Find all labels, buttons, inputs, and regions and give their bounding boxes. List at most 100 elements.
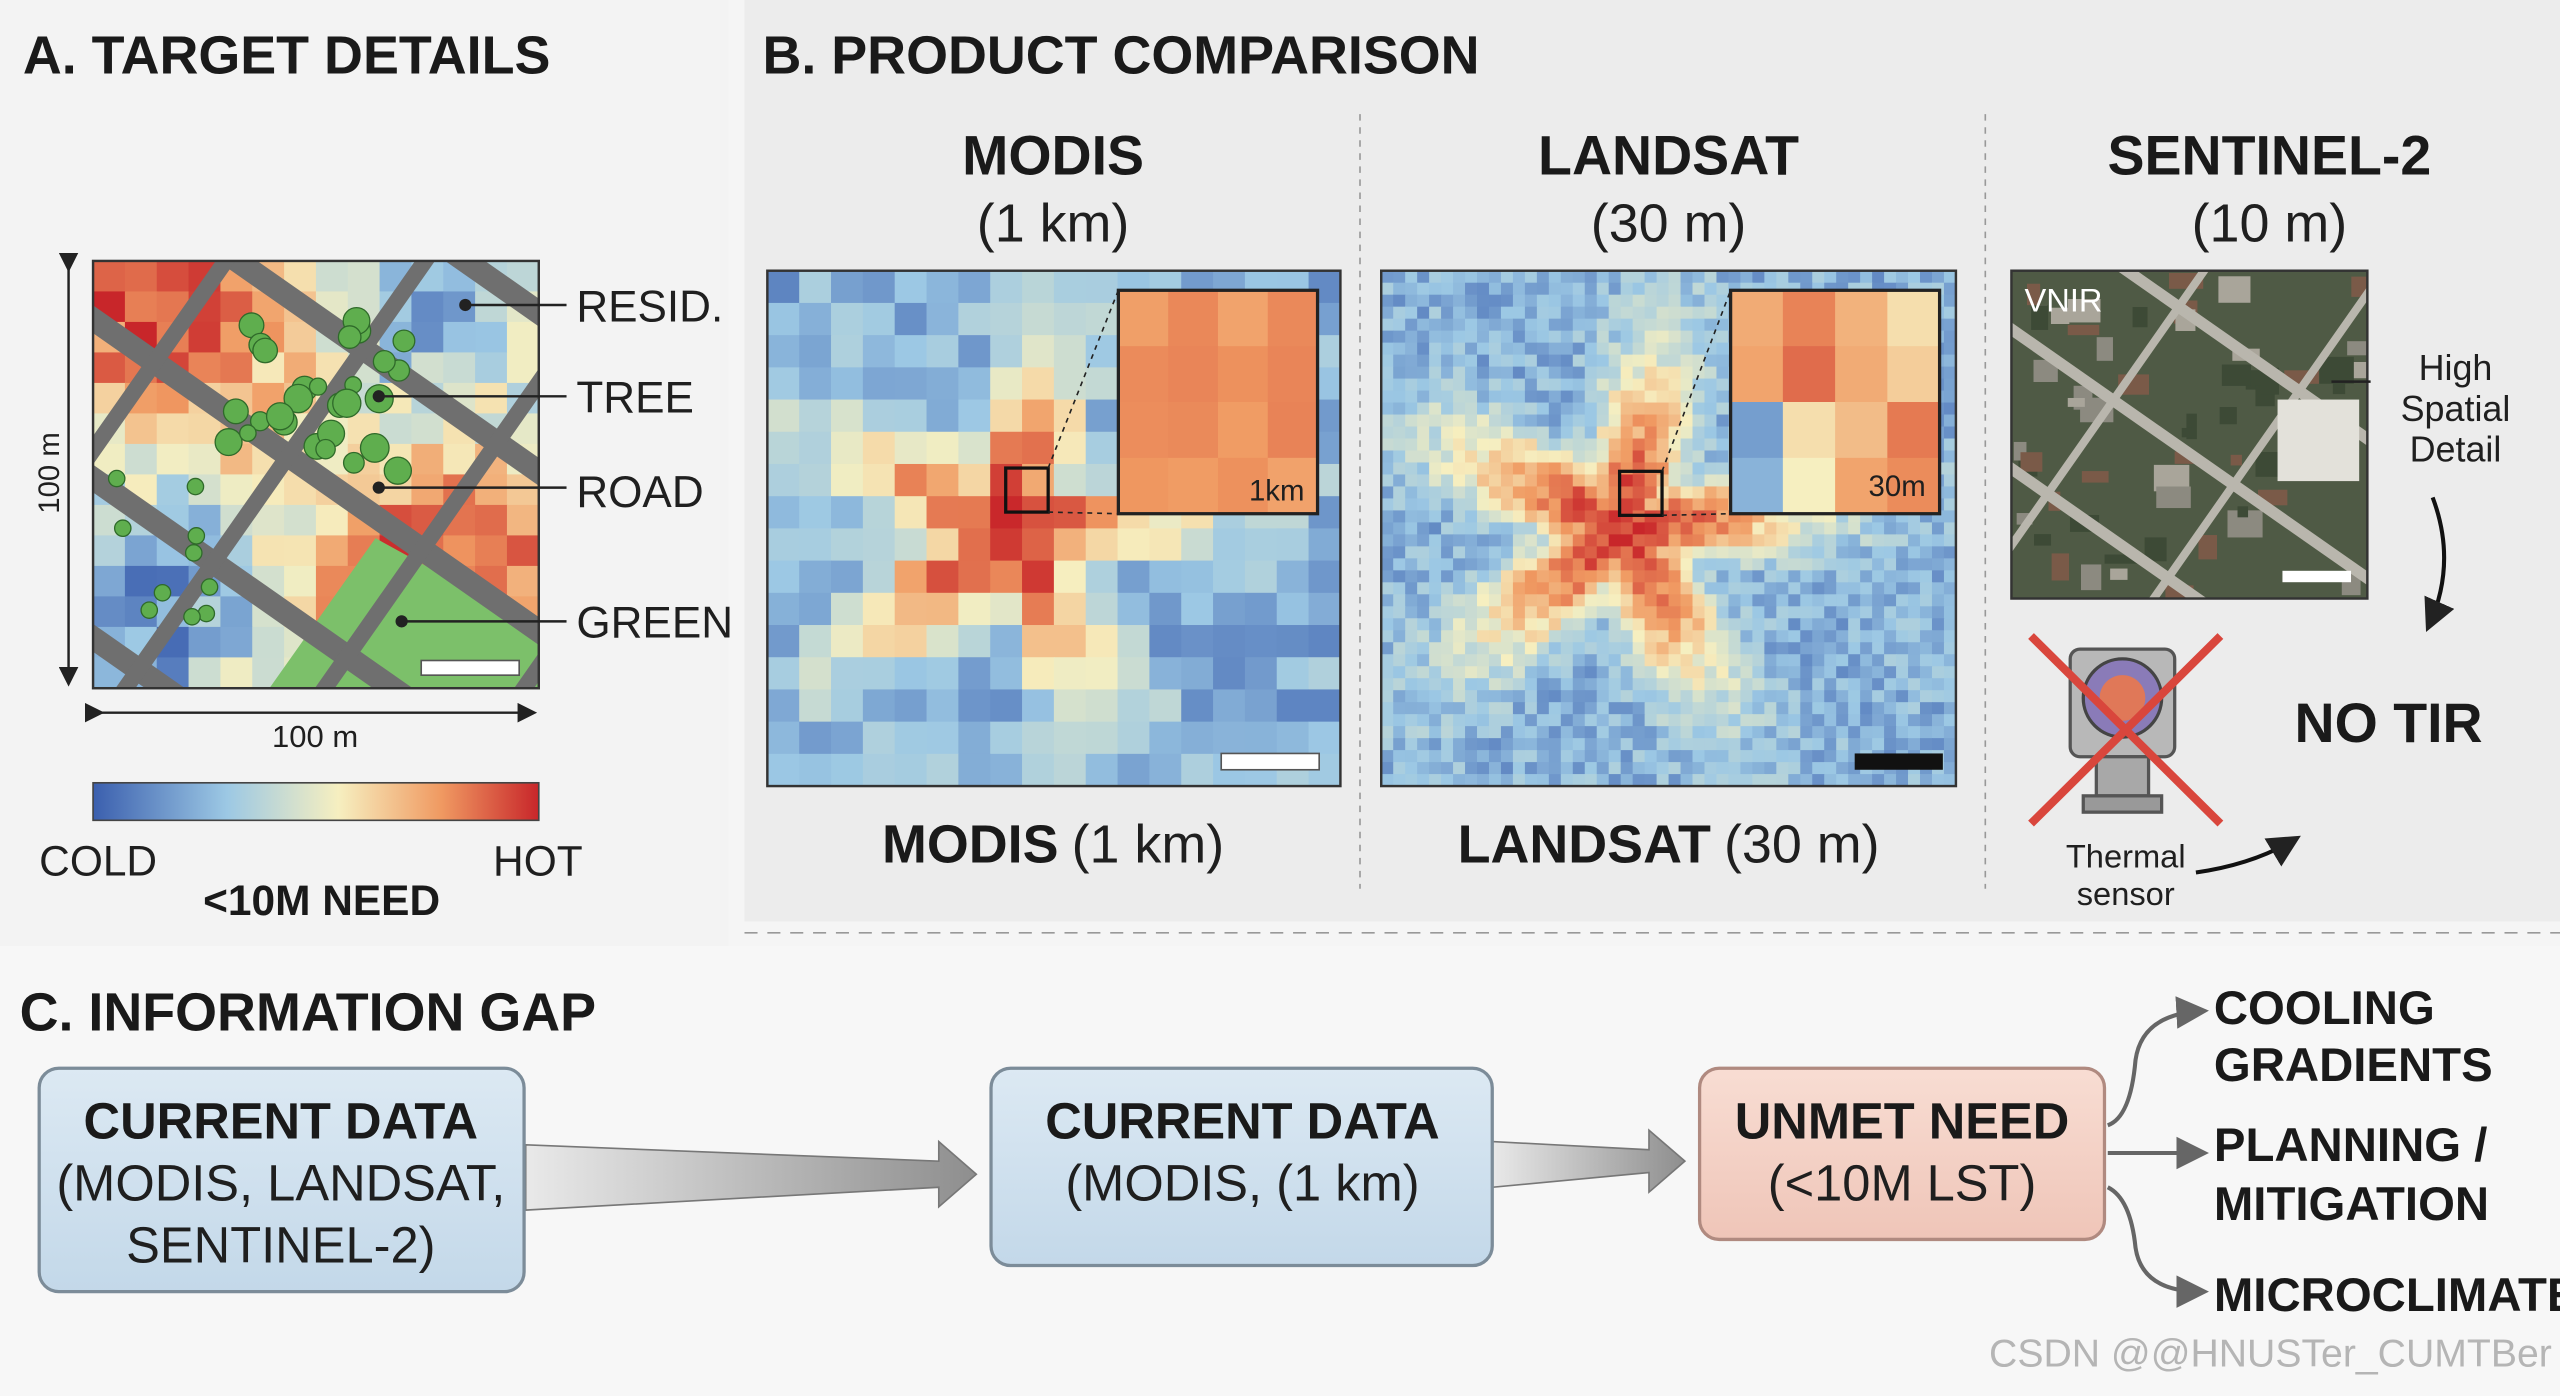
pixel	[1716, 594, 1730, 607]
pixel	[1560, 390, 1574, 404]
pixel	[1824, 738, 1837, 751]
pixel	[1596, 642, 1610, 655]
pixel	[1548, 498, 1562, 512]
pixel	[1405, 678, 1418, 691]
pixel	[799, 367, 832, 401]
building	[2020, 452, 2043, 472]
pixel	[1644, 474, 1658, 488]
pixel	[799, 431, 832, 465]
pixel	[1405, 462, 1418, 476]
pixel	[1500, 318, 1514, 332]
pixel	[1053, 270, 1087, 304]
pixel	[1429, 294, 1442, 308]
axis-label: 100 m	[33, 432, 66, 514]
pixel	[1381, 546, 1394, 560]
pixel	[1500, 522, 1514, 536]
pixel	[1560, 270, 1574, 284]
pixel	[1716, 450, 1730, 464]
pixel	[1453, 570, 1466, 583]
pixel	[1393, 774, 1406, 787]
pixel	[1931, 618, 1945, 631]
pixel	[894, 496, 928, 530]
pixel	[767, 528, 800, 562]
pixel	[1417, 690, 1430, 703]
pixel	[1644, 774, 1658, 787]
pixel	[958, 270, 991, 304]
pixel	[1788, 654, 1801, 667]
pixel	[1716, 582, 1730, 595]
pixel	[1381, 378, 1394, 392]
pixel	[1477, 354, 1490, 368]
pixel	[1644, 738, 1658, 751]
pixel	[831, 721, 864, 755]
pixel	[1752, 702, 1766, 715]
pixel	[1812, 618, 1825, 631]
pixel	[1656, 642, 1670, 655]
pixel	[1465, 462, 1478, 476]
pixel	[1716, 702, 1730, 715]
pixel	[1644, 558, 1658, 571]
pixel	[894, 302, 928, 336]
pixel	[1453, 342, 1466, 356]
pixel	[1908, 666, 1921, 679]
pixel	[767, 689, 800, 723]
pixel	[1429, 414, 1442, 428]
pixel	[1548, 558, 1562, 571]
pixel	[1393, 630, 1406, 643]
pixel	[926, 335, 960, 368]
pixel	[1596, 390, 1610, 404]
pixel	[1872, 702, 1885, 715]
pixel	[1812, 750, 1825, 763]
watermark: CSDN @@HNUSTer_CUMTBer	[1989, 1333, 2552, 1376]
pixel	[1788, 702, 1801, 715]
pixel	[1512, 450, 1526, 464]
pixel	[1512, 366, 1526, 380]
pixel	[1776, 570, 1789, 583]
pixel	[1584, 774, 1598, 787]
pixel	[1680, 774, 1694, 787]
pixel	[1536, 438, 1550, 452]
pixel	[1572, 474, 1586, 488]
pixel	[1608, 282, 1622, 296]
pixel	[1644, 378, 1658, 392]
zoom-box	[1004, 466, 1050, 514]
pixel	[1943, 450, 1957, 464]
pixel	[1752, 546, 1766, 560]
pixel	[1776, 642, 1789, 655]
pixel	[1441, 354, 1454, 368]
pixel	[926, 367, 960, 401]
pixel	[1692, 714, 1706, 727]
pixel	[1848, 642, 1861, 655]
pixel	[1896, 726, 1909, 739]
pixel	[1512, 654, 1526, 667]
pixel	[1276, 528, 1310, 562]
pixel	[1453, 582, 1466, 595]
pixel	[1453, 390, 1466, 404]
pixel	[1572, 762, 1586, 775]
pixel	[1560, 414, 1574, 428]
pixel	[1920, 690, 1933, 703]
pixel	[1512, 426, 1526, 440]
pixel	[1704, 666, 1718, 679]
pixel	[862, 431, 896, 465]
pixel	[1704, 618, 1718, 631]
pixel	[1740, 594, 1754, 607]
pixel	[1620, 402, 1634, 416]
pixel	[1536, 582, 1550, 595]
pixel	[1800, 702, 1813, 715]
pixel	[1381, 270, 1394, 284]
pixel	[1656, 414, 1670, 428]
pixel	[1572, 714, 1586, 727]
pixel	[1728, 534, 1742, 548]
pixel	[1920, 270, 1933, 284]
pixel	[1405, 642, 1418, 655]
road	[93, 298, 539, 689]
pixel	[1812, 654, 1825, 667]
pixel	[1656, 618, 1670, 631]
pixel	[1453, 426, 1466, 440]
pixel	[1788, 762, 1801, 775]
pixel	[1632, 354, 1646, 368]
pixel	[1896, 618, 1909, 631]
pixel	[1716, 774, 1730, 787]
pixel	[1168, 402, 1219, 459]
